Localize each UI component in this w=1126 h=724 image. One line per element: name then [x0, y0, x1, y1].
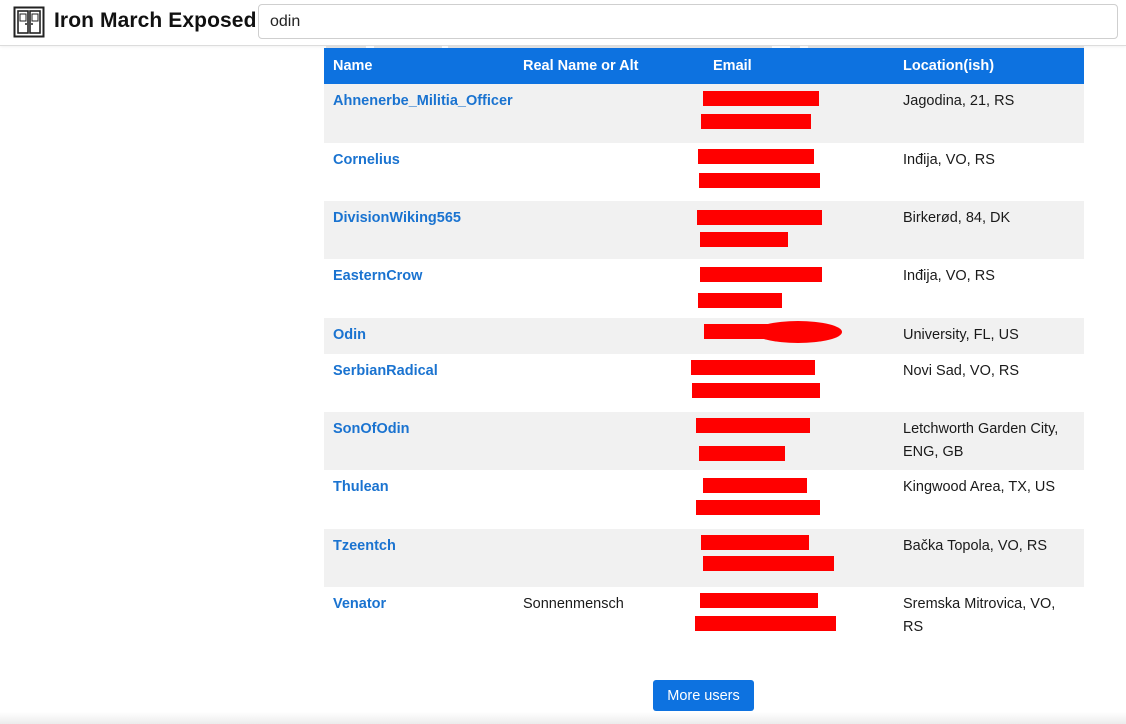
real-name-cell	[514, 529, 704, 587]
redaction-bar	[698, 293, 782, 308]
redaction-blob	[754, 321, 842, 343]
table-row: EasternCrow Inđija, VO, RS	[324, 259, 1084, 318]
email-cell	[695, 587, 894, 645]
real-name-cell	[514, 259, 704, 318]
redaction-bar	[701, 114, 811, 129]
user-name-link[interactable]: Thulean	[333, 479, 389, 495]
redaction-bar	[699, 173, 820, 188]
email-cell	[696, 412, 894, 470]
redaction-bar	[697, 210, 822, 225]
table-row: Tzeentch Bačka Topola, VO, RS	[324, 529, 1084, 587]
email-cell	[696, 470, 894, 529]
more-users-button[interactable]: More users	[653, 680, 754, 711]
user-name-link[interactable]: EasternCrow	[333, 268, 423, 284]
open-door-icon[interactable]	[13, 6, 45, 38]
table-row: Cornelius Inđija, VO, RS	[324, 143, 1084, 201]
location-cell: Birkerød, 84, DK	[894, 201, 1084, 259]
user-name-link[interactable]: Venator	[333, 596, 387, 612]
location-cell: Inđija, VO, RS	[894, 143, 1084, 201]
email-cell	[701, 529, 894, 587]
table-row: Venator Sonnenmensch Sremska Mitrovica, …	[324, 587, 1084, 645]
column-header-real-name[interactable]: Real Name or Alt	[514, 48, 704, 84]
header-shadow-fragment	[790, 45, 800, 49]
redaction-bar	[692, 383, 820, 398]
header-shadow-fragment	[448, 45, 772, 49]
user-name-link[interactable]: Cornelius	[333, 152, 400, 168]
location-cell: Kingwood Area, TX, US	[894, 470, 1084, 529]
location-cell: Letchworth Garden City, ENG, GB	[894, 412, 1084, 470]
table-row: DivisionWiking565 Birkerød, 84, DK	[324, 201, 1084, 259]
header-shadow-fragment	[808, 45, 1084, 49]
redaction-bar	[696, 500, 820, 515]
bottom-edge-shade	[0, 712, 1126, 724]
redaction-bar	[698, 149, 814, 164]
user-name-link[interactable]: DivisionWiking565	[333, 210, 461, 226]
search-input[interactable]	[258, 4, 1118, 39]
real-name-cell	[514, 470, 704, 529]
redaction-bar	[701, 535, 809, 550]
email-cell	[697, 201, 894, 259]
users-table: Name Real Name or Alt Email Location(ish…	[324, 48, 1084, 645]
email-cell	[701, 84, 894, 143]
column-header-email[interactable]: Email	[704, 48, 894, 84]
user-name-link[interactable]: Ahnenerbe_Militia_Officer	[333, 93, 513, 109]
email-cell	[691, 354, 894, 412]
redaction-bar	[691, 360, 815, 375]
redaction-bar	[699, 446, 785, 461]
email-cell	[704, 318, 894, 354]
table-row: Odin University, FL, US	[324, 318, 1084, 354]
header-shadow-fragment	[326, 45, 366, 49]
real-name-cell	[514, 143, 704, 201]
location-cell: Bačka Topola, VO, RS	[894, 529, 1084, 587]
real-name-cell	[514, 412, 704, 470]
user-name-link[interactable]: SonOfOdin	[333, 421, 410, 437]
redaction-bar	[695, 616, 836, 631]
user-name-link[interactable]: Tzeentch	[333, 538, 396, 554]
location-cell: Novi Sad, VO, RS	[894, 354, 1084, 412]
location-cell: Inđija, VO, RS	[894, 259, 1084, 318]
redaction-bar	[703, 478, 807, 493]
user-name-link[interactable]: SerbianRadical	[333, 363, 438, 379]
redaction-bar	[696, 418, 810, 433]
real-name-cell	[514, 201, 704, 259]
real-name-cell	[514, 318, 704, 354]
table-row: Thulean Kingwood Area, TX, US	[324, 470, 1084, 529]
column-header-name[interactable]: Name	[324, 48, 514, 84]
real-name-cell	[514, 84, 704, 143]
users-table-container: Name Real Name or Alt Email Location(ish…	[324, 48, 1084, 645]
redaction-bar	[703, 556, 834, 571]
real-name-cell	[514, 354, 704, 412]
table-row: SonOfOdin Letchworth Garden City, ENG, G…	[324, 412, 1084, 470]
table-header-row: Name Real Name or Alt Email Location(ish…	[324, 48, 1084, 84]
table-row: Ahnenerbe_Militia_Officer Jagodina, 21, …	[324, 84, 1084, 143]
redaction-bar	[700, 267, 822, 282]
top-bar: Iron March Exposed	[0, 0, 1126, 46]
redaction-bar	[700, 232, 788, 247]
location-cell: Jagodina, 21, RS	[894, 84, 1084, 143]
location-cell: Sremska Mitrovica, VO, RS	[894, 587, 1084, 645]
real-name-cell: Sonnenmensch	[514, 587, 704, 645]
location-cell: University, FL, US	[894, 318, 1084, 354]
email-cell	[698, 143, 894, 201]
user-name-link[interactable]: Odin	[333, 327, 367, 343]
redaction-bar	[700, 593, 818, 608]
redaction-bar	[703, 91, 819, 106]
column-header-location[interactable]: Location(ish)	[894, 48, 1084, 84]
site-title[interactable]: Iron March Exposed	[54, 9, 257, 32]
header-shadow-fragment	[374, 45, 442, 49]
table-row: SerbianRadical Novi Sad, VO, RS	[324, 354, 1084, 412]
email-cell	[698, 259, 894, 318]
